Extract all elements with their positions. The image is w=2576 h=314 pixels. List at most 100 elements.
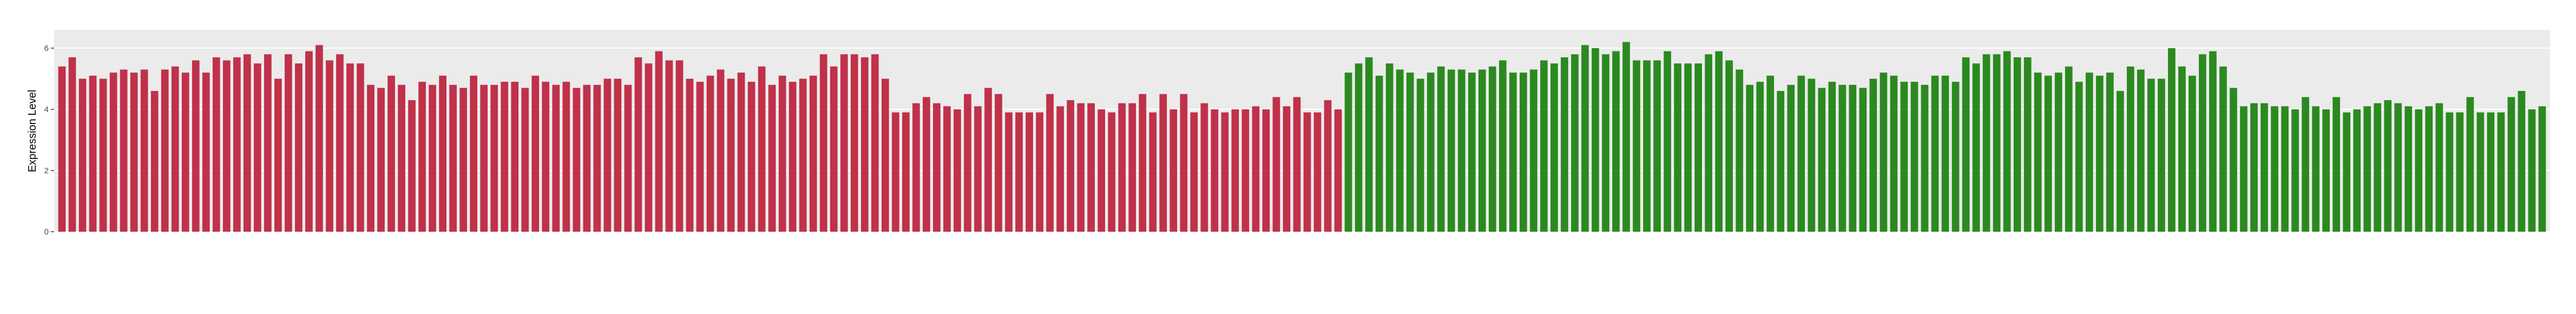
bar	[264, 54, 272, 232]
bar	[1931, 75, 1939, 232]
bar	[1077, 103, 1085, 232]
bar	[2312, 106, 2319, 232]
bar	[1818, 88, 1826, 232]
bar	[2044, 75, 2052, 232]
bar	[1982, 54, 1990, 232]
bar	[429, 84, 436, 232]
bar	[1180, 94, 1188, 232]
bar	[2189, 75, 2196, 232]
bar	[78, 78, 87, 232]
bar	[809, 75, 817, 232]
bar	[1684, 63, 1692, 232]
bar	[603, 78, 612, 232]
bar	[2271, 106, 2278, 232]
bar	[1766, 75, 1775, 232]
bar	[1324, 100, 1332, 232]
bar	[954, 109, 961, 232]
bar	[2003, 51, 2011, 232]
bar	[1746, 84, 1754, 232]
bar	[1530, 69, 1537, 232]
bar	[830, 66, 838, 232]
bar	[871, 54, 879, 232]
bar	[1612, 51, 1620, 232]
bar	[1705, 54, 1712, 232]
bar	[696, 82, 704, 232]
bar	[1890, 75, 1898, 232]
bar	[1478, 69, 1486, 232]
bar	[1951, 82, 1960, 232]
bar	[192, 60, 200, 232]
bar	[243, 54, 251, 232]
bar	[253, 63, 261, 232]
bar	[727, 78, 735, 232]
bar	[161, 69, 169, 232]
bar	[449, 84, 457, 232]
bar	[459, 88, 467, 232]
bar	[1674, 63, 1681, 232]
bar	[521, 88, 529, 232]
bar	[1777, 91, 1785, 232]
bar	[2106, 73, 2114, 232]
bar	[552, 84, 560, 232]
bar	[470, 75, 478, 232]
bar	[2353, 109, 2361, 232]
bar	[860, 57, 869, 232]
bar	[1725, 60, 1733, 232]
bar	[933, 103, 941, 232]
bar	[2425, 106, 2433, 232]
bar	[1561, 57, 1568, 232]
bar	[675, 60, 684, 232]
bar	[2230, 88, 2237, 232]
bar	[1118, 103, 1126, 232]
bar	[1272, 97, 1280, 232]
bar	[398, 84, 405, 232]
bar	[1962, 57, 1970, 232]
bar	[2291, 109, 2299, 232]
bar	[593, 84, 601, 232]
bar	[686, 78, 694, 232]
bar	[1540, 60, 1548, 232]
bar	[1396, 69, 1404, 232]
bar	[655, 51, 663, 232]
bar	[1293, 97, 1301, 232]
y-tick-label: 4	[44, 105, 49, 114]
bar	[2250, 103, 2258, 232]
bar	[1108, 112, 1116, 232]
bar	[2013, 57, 2021, 232]
bar	[1046, 94, 1054, 232]
bar	[758, 66, 766, 232]
bar	[171, 66, 179, 232]
bar	[2168, 48, 2176, 232]
bar	[387, 75, 395, 232]
bar	[2158, 78, 2165, 232]
bar	[2446, 112, 2454, 232]
bar	[1736, 69, 1744, 232]
bar	[1355, 63, 1363, 232]
bar	[357, 63, 364, 232]
bar	[706, 75, 714, 232]
bar	[1334, 109, 1342, 232]
bar	[511, 82, 519, 232]
bar	[1571, 54, 1579, 232]
bar	[2487, 112, 2495, 232]
bar	[583, 84, 591, 232]
bar	[2302, 97, 2309, 232]
bar	[1221, 112, 1229, 232]
bar	[2435, 103, 2443, 232]
bar	[2322, 109, 2330, 232]
bar	[2085, 73, 2093, 232]
bar	[305, 51, 313, 232]
bar	[1159, 94, 1167, 232]
bar	[1828, 82, 1836, 232]
bar	[501, 82, 509, 232]
bar	[964, 94, 971, 232]
y-tick-label: 0	[44, 227, 49, 237]
bar	[1416, 78, 1424, 232]
bar	[1520, 73, 1527, 232]
bar	[1664, 51, 1671, 232]
bar	[2528, 109, 2536, 232]
bar	[2281, 106, 2289, 232]
bar	[1900, 82, 1908, 232]
bar	[1859, 88, 1867, 232]
